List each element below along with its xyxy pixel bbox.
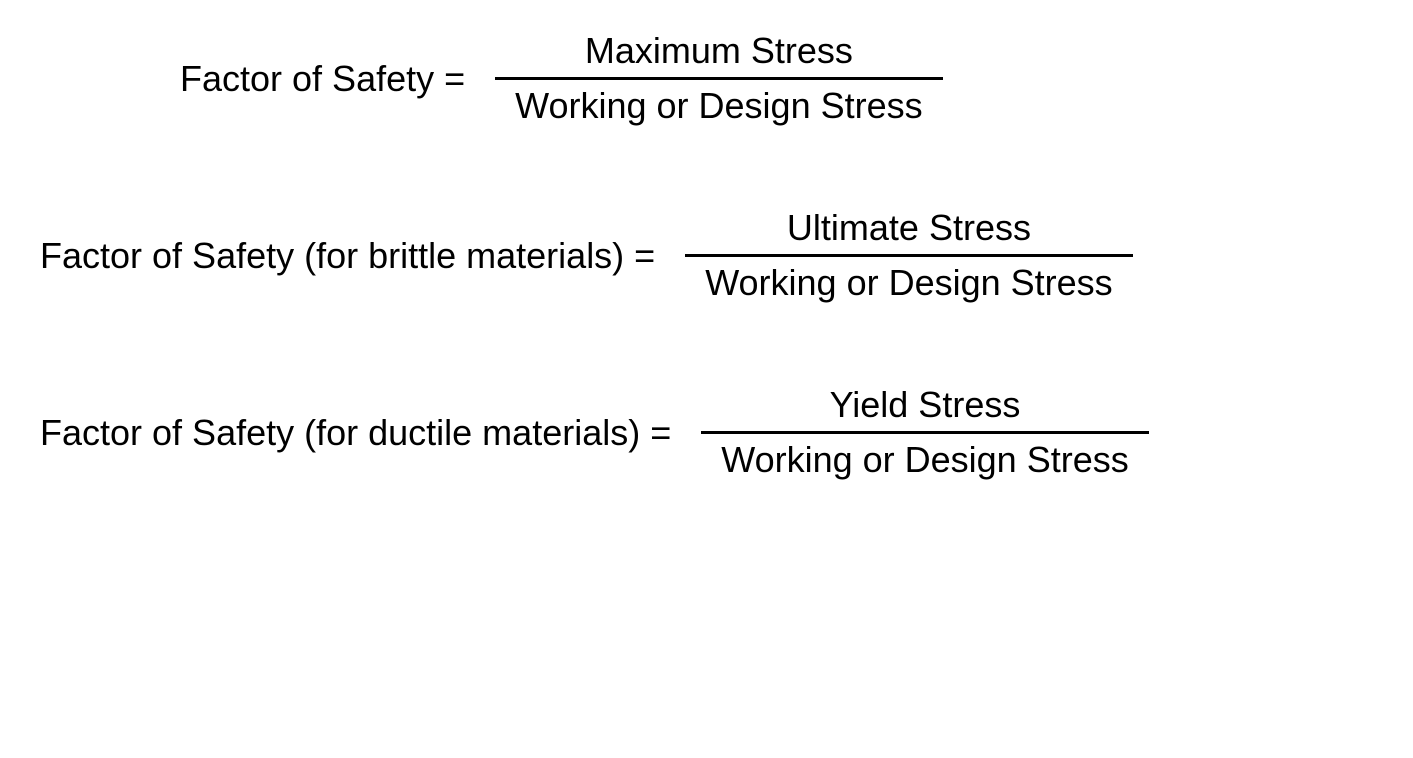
fraction-denominator: Working or Design Stress	[685, 257, 1132, 304]
equation-lhs: Factor of Safety (for ductile materials)…	[40, 412, 671, 454]
equation-ductile: Factor of Safety (for ductile materials)…	[40, 384, 1373, 481]
fraction-numerator: Ultimate Stress	[767, 207, 1051, 254]
fraction-numerator: Yield Stress	[810, 384, 1041, 431]
fraction: Yield Stress Working or Design Stress	[701, 384, 1148, 481]
fraction: Maximum Stress Working or Design Stress	[495, 30, 942, 127]
fraction-denominator: Working or Design Stress	[701, 434, 1148, 481]
fraction-denominator: Working or Design Stress	[495, 80, 942, 127]
equation-brittle: Factor of Safety (for brittle materials)…	[40, 207, 1373, 304]
equation-general: Factor of Safety = Maximum Stress Workin…	[40, 30, 1373, 127]
equation-lhs: Factor of Safety =	[180, 58, 465, 100]
fraction-numerator: Maximum Stress	[565, 30, 873, 77]
fraction: Ultimate Stress Working or Design Stress	[685, 207, 1132, 304]
equation-lhs: Factor of Safety (for brittle materials)…	[40, 235, 655, 277]
